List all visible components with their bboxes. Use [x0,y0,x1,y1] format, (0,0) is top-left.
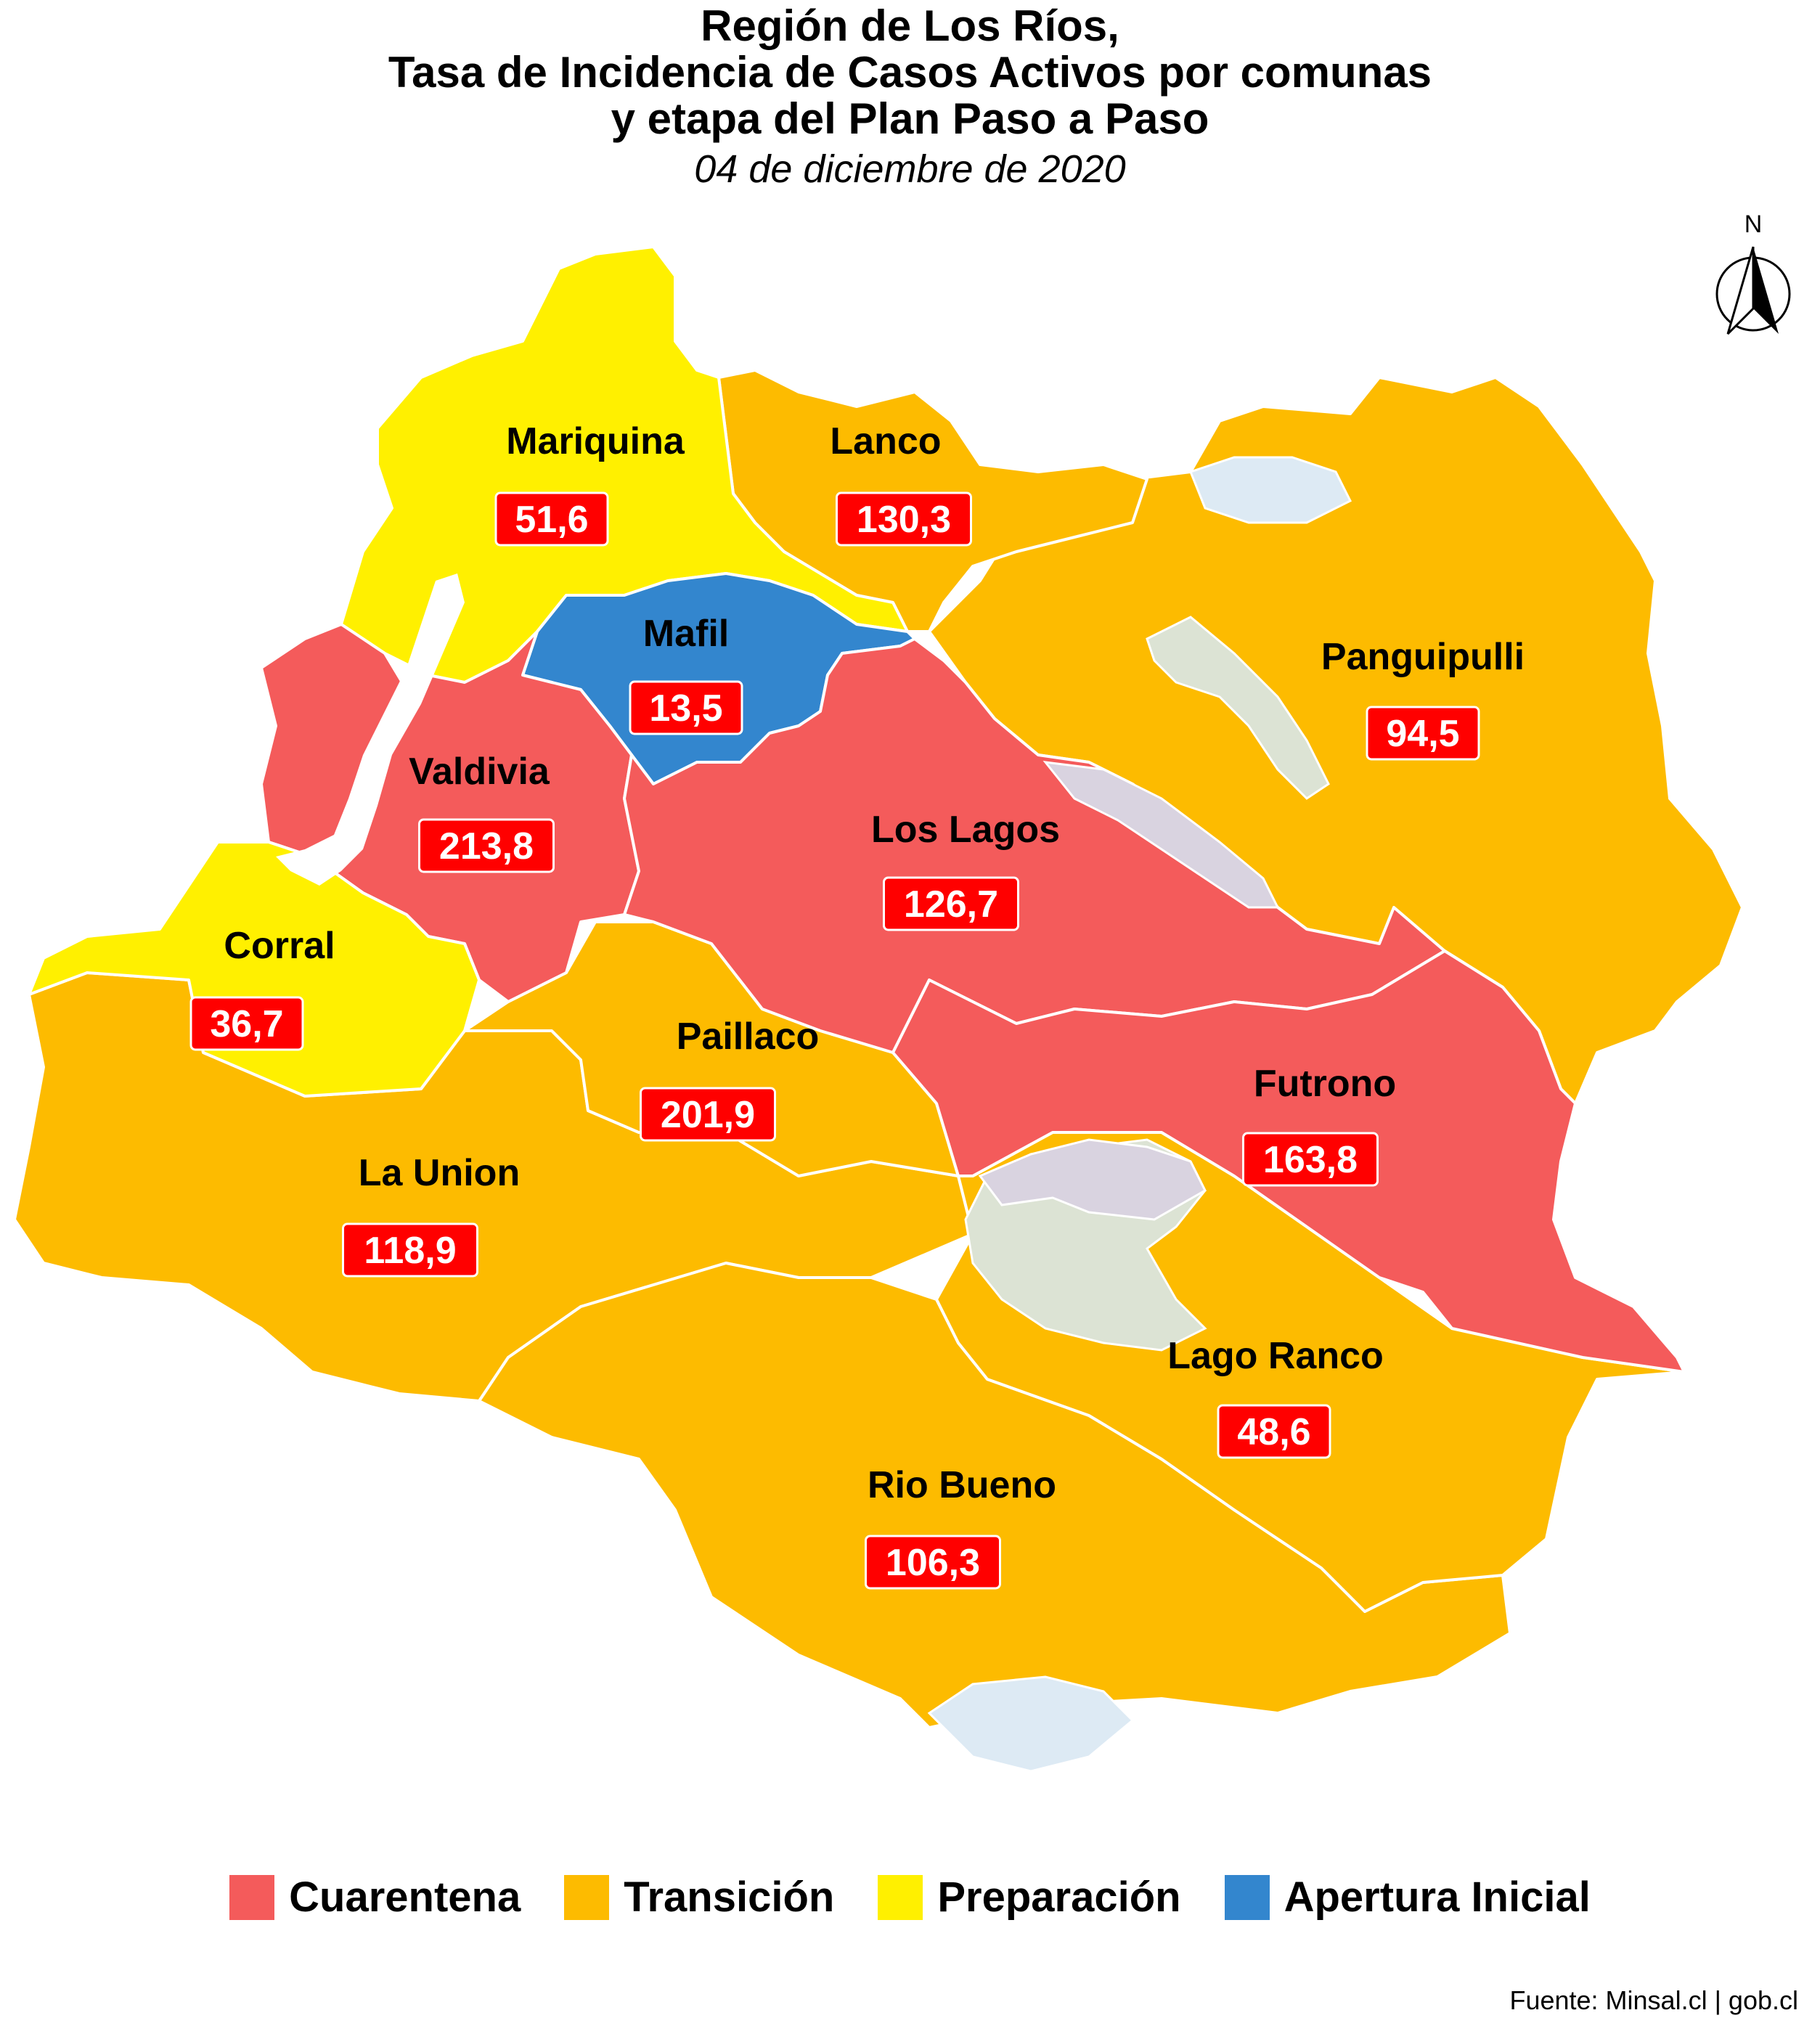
source-credit: Fuente: Minsal.cl | gob.cl [1509,1985,1798,2015]
rate-value-rio-bueno: 106,3 [886,1542,980,1584]
title-line-3: y etapa del Plan Paso a Paso [611,94,1209,143]
legend-swatch [564,1874,610,1920]
commune-name-mafil: Mafil [643,613,729,655]
rate-box-mariquina [494,491,609,547]
rate-value-paillaco: 201,9 [661,1094,755,1136]
commune-name-panguipulli: Panguipulli [1321,636,1525,678]
rate-box-la-union [342,1222,478,1278]
rate-box-futrono [1242,1132,1379,1187]
legend-swatch [229,1874,275,1920]
lakes [927,456,1352,1773]
rate-value-valdivia: 213,8 [439,825,534,867]
rate-value-lago-ranco: 48,6 [1237,1411,1310,1453]
legend-swatch [878,1874,923,1920]
rate-box-paillaco [640,1087,776,1142]
commune-name-mariquina: Mariquina [506,420,685,462]
rate-box-mafil [629,680,743,735]
north-arrow-icon: N [1715,211,1791,335]
commune-name-los-lagos: Los Lagos [871,809,1060,851]
title-line-1: Región de Los Ríos, [701,1,1119,50]
legend-label: Transición [624,1874,835,1921]
commune-name-lago-ranco: Lago Ranco [1167,1335,1384,1377]
title-block: Región de Los Ríos, Tasa de Incidencia d… [0,0,1820,195]
rate-value-mariquina: 51,6 [515,499,588,541]
title-line-2: Tasa de Incidencia de Casos Activos por … [388,48,1432,97]
rate-value-mafil: 13,5 [649,687,722,730]
region-los-lagos [623,637,1446,1054]
rate-box-valdivia [418,818,555,873]
lake-riñihue [1042,761,1280,909]
channel-valdivia [276,573,465,886]
lake-south [927,1675,1135,1773]
date-subtitle: 04 de diciembre de 2020 [694,147,1126,191]
commune-name-rio-bueno: Rio Bueno [868,1464,1056,1506]
commune-polygons [13,245,1744,1729]
rate-value-la-union: 118,9 [364,1230,456,1272]
lake-ranco-north [978,1138,1207,1221]
legend-item-transicion: Transición [564,1873,834,1921]
rate-box-los-lagos [883,876,1019,931]
commune-name-lanco: Lanco [830,420,941,462]
rate-value-corral: 36,7 [210,1003,283,1045]
commune-labels: Mariquina 51,6 Lanco 130,3 Mafil 13,5 Panguipu… [189,420,1525,1590]
rate-box-lanco [836,491,972,547]
lake-calafquen [1189,456,1352,524]
region-corral [28,841,481,1098]
lake-panguipulli [1146,616,1330,800]
rate-box-corral [189,996,304,1051]
commune-name-la-union: La Union [359,1152,520,1194]
rate-value-futrono: 163,8 [1263,1139,1358,1181]
commune-name-valdivia: Valdivia [409,751,550,793]
rate-box-panguipulli [1366,706,1480,761]
legend-item-cuarentena: Cuarentena [229,1873,521,1921]
rate-value-lanco: 130,3 [857,499,951,541]
coastal-channels [276,573,465,886]
legend-item-apertura-inicial: Apertura Inicial [1224,1873,1591,1921]
commune-name-corral: Corral [224,925,335,967]
legend: Cuarentena Transición Preparación Apertu… [0,1873,1820,1921]
legend-item-preparacion: Preparación [878,1873,1181,1921]
commune-name-futrono: Futrono [1254,1063,1396,1105]
legend-label: Preparación [937,1874,1181,1921]
svg-text:N: N [1744,211,1763,238]
legend-label: Cuarentena [289,1874,521,1921]
rate-box-lago-ranco [1217,1404,1331,1459]
commune-name-paillaco: Paillaco [677,1016,820,1058]
rate-value-panguipulli: 94,5 [1386,713,1459,755]
rate-box-rio-bueno [865,1535,1001,1590]
rate-value-los-lagos: 126,7 [904,883,998,926]
legend-label: Apertura Inicial [1284,1874,1591,1921]
legend-swatch [1224,1874,1270,1920]
